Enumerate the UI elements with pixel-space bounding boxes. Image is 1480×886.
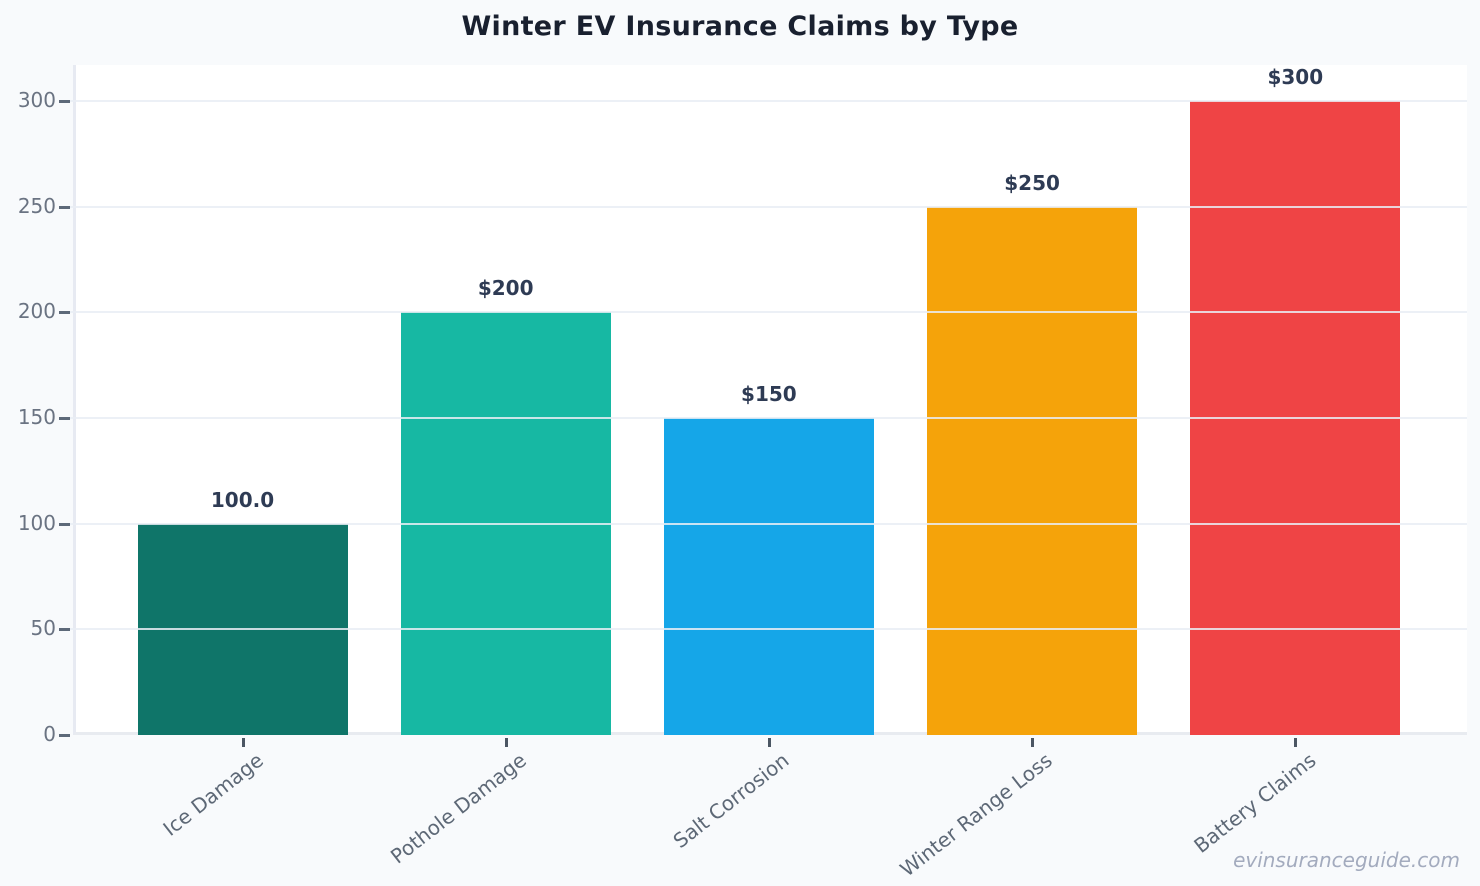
bar xyxy=(927,207,1137,735)
bar xyxy=(664,418,874,735)
bar-value-label: $250 xyxy=(1004,171,1060,195)
y-axis-tick-label: 50 xyxy=(30,616,56,640)
y-axis-tick-mark xyxy=(59,628,70,631)
x-axis-tick-mark xyxy=(768,738,771,747)
y-gridline xyxy=(70,206,1467,208)
y-axis-tick-label: 250 xyxy=(17,194,56,218)
y-axis-tick-label: 300 xyxy=(17,88,56,112)
y-gridline xyxy=(70,523,1467,525)
y-axis-tick-mark xyxy=(59,417,70,420)
bar-value-label: 100.0 xyxy=(210,488,275,512)
x-axis-category-label: Salt Corrosion xyxy=(668,748,794,853)
y-axis-tick-mark xyxy=(59,100,70,103)
x-axis-category-label: Battery Claims xyxy=(1188,748,1321,858)
y-axis-tick-mark xyxy=(59,523,70,526)
chart-title: Winter EV Insurance Claims by Type xyxy=(461,11,1019,42)
x-axis-tick-mark xyxy=(505,738,508,747)
y-axis-tick-label: 200 xyxy=(17,299,56,323)
y-axis-tick-mark xyxy=(59,206,70,209)
y-gridline xyxy=(70,311,1467,313)
y-axis-tick-mark xyxy=(59,311,70,314)
x-axis-category-label: Ice Damage xyxy=(157,748,268,841)
y-axis-tick-label: 0 xyxy=(43,722,56,746)
y-gridline xyxy=(70,417,1467,419)
x-axis-tick-mark xyxy=(1031,738,1034,747)
y-axis-tick-label: 150 xyxy=(17,405,56,429)
x-axis-category-label: Pothole Damage xyxy=(385,748,531,869)
y-axis-tick-mark xyxy=(59,734,70,737)
y-gridline xyxy=(70,100,1467,102)
x-axis-category-label: Winter Range Loss xyxy=(895,748,1057,882)
bar-value-label: $200 xyxy=(477,276,534,300)
x-axis-tick-mark xyxy=(1294,738,1297,747)
x-axis-tick-mark xyxy=(242,738,245,747)
bar-value-label: $150 xyxy=(741,382,797,406)
y-gridline xyxy=(70,628,1467,630)
watermark-text: evinsuranceguide.com xyxy=(1233,848,1460,872)
bar-value-label: $300 xyxy=(1267,65,1324,89)
y-axis-tick-label: 100 xyxy=(17,511,56,535)
